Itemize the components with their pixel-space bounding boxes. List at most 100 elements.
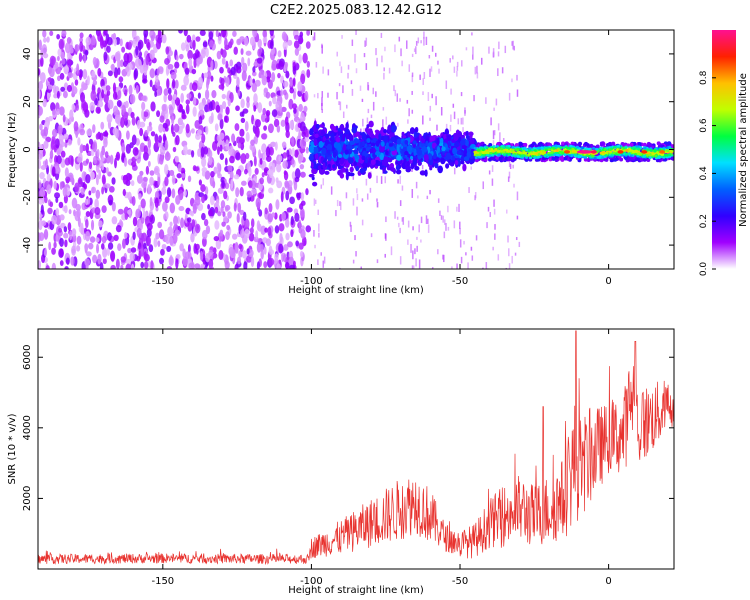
spectrogram-cell: [119, 38, 123, 47]
spectrogram-cell: [68, 155, 74, 165]
spectrogram-cell: [365, 178, 368, 186]
spectrogram-cell: [294, 168, 301, 179]
spectrogram-cell: [417, 195, 419, 199]
spectrogram-cell: [336, 91, 338, 100]
spectrogram-cell: [45, 265, 50, 269]
spectrogram-cell: [422, 91, 424, 95]
spectrogram-cell: [470, 246, 473, 251]
spectrogram-cell: [192, 39, 196, 51]
spectrogram-cell: [225, 106, 230, 115]
spectrogram-cell: [240, 48, 244, 56]
spectrogram-cell: [71, 228, 77, 237]
spectrogram-cell: [460, 92, 463, 97]
spectrogram-cell: [263, 261, 268, 269]
spectrogram-cell: [125, 258, 132, 265]
spectrogram-cell: [192, 82, 198, 92]
spectrogram-cell: [154, 90, 158, 98]
spectrogram-cell: [324, 170, 330, 175]
spectrogram-cell: [205, 79, 209, 90]
spectrogram-cell: [201, 195, 206, 204]
spectrogram-cell: [321, 147, 327, 156]
spectrogram-cell: [454, 160, 459, 166]
spectrogram-cell: [65, 257, 70, 265]
spectrogram-cell: [60, 51, 65, 60]
spectrogram-cell: [475, 235, 478, 241]
spectrogram-cell: [219, 144, 223, 152]
spectrogram-cell: [419, 74, 421, 80]
spectrogram-cell: [344, 149, 349, 155]
spectrogram-cell: [548, 157, 553, 162]
spectrogram-cell: [493, 199, 495, 207]
spectrogram-cell: [173, 93, 177, 101]
spectrogram-cell: [378, 133, 382, 140]
spectrogram-cell: [493, 130, 496, 136]
spectrogram-cell: [352, 259, 355, 264]
spectrogram-cell: [346, 144, 353, 149]
spectrogram-cell: [239, 136, 243, 144]
spectrogram-cell: [289, 196, 295, 205]
spectrogram-cell: [244, 228, 250, 239]
spectrogram-cell: [49, 30, 54, 37]
spectrogram-cell: [292, 77, 296, 87]
spectrogram-cell: [322, 66, 324, 74]
spectrogram-cell: [175, 258, 179, 269]
spectrogram-cell: [187, 175, 192, 183]
spectrogram-cell: [203, 219, 209, 227]
spectrogram-cell: [482, 267, 484, 269]
spectrogram-cell: [298, 37, 304, 44]
spectrogram-cell: [578, 141, 583, 146]
spectrogram-cell: [64, 239, 68, 248]
spectrogram-cell: [255, 230, 259, 240]
spectrogram-cell: [185, 104, 190, 115]
spectrogram-cell: [319, 124, 325, 128]
spectrogram-cell: [340, 167, 347, 173]
spectrogram-cell: [207, 204, 211, 210]
spectrogram-cell: [488, 46, 490, 54]
spectrogram-cell: [471, 255, 474, 261]
spectrogram-cell: [101, 156, 105, 162]
spectrogram-cell: [172, 146, 177, 153]
spectrogram-cell: [159, 146, 166, 156]
spectrogram-cell: [364, 40, 366, 47]
spectrogram-cell: [322, 260, 325, 268]
spectrogram-cell: [516, 215, 519, 220]
spectrogram-cell: [210, 112, 214, 123]
spectrogram-cell: [287, 154, 292, 162]
spectrogram-cell: [320, 184, 323, 189]
spectrogram-cell: [92, 155, 98, 165]
spectrogram-cell: [86, 75, 90, 86]
spectrogram-cell: [39, 187, 46, 198]
spectrogram-cell: [259, 177, 264, 185]
spectrogram-cell: [244, 168, 248, 175]
spectrogram-cell: [251, 144, 256, 153]
spectrogram-cell: [85, 251, 92, 257]
spectrogram-cell: [128, 84, 133, 96]
spectrogram-cell: [423, 154, 429, 161]
spectrogram-cell: [667, 141, 672, 146]
spectrogram-cell: [393, 85, 395, 92]
spectrogram-cell: [421, 146, 428, 153]
spectrogram-cell: [103, 94, 108, 102]
spectrogram-cell: [354, 153, 359, 160]
spectrogram-cell: [107, 99, 114, 110]
spectrogram-cell: [415, 46, 417, 55]
spectrogram-cell: [133, 68, 139, 80]
spectrogram-cell: [399, 200, 402, 207]
spectrogram-cell: [186, 149, 193, 156]
spectrogram-cell: [240, 153, 247, 165]
spectrogram-cell: [298, 54, 302, 64]
spectrogram-cell: [69, 230, 73, 241]
spectrogram-cell: [305, 225, 312, 233]
spectrogram-cell: [291, 147, 295, 157]
spectrogram-cell: [491, 156, 496, 161]
spectrogram-cell: [262, 30, 267, 38]
spectrogram-cell: [368, 120, 374, 128]
spectrogram-cell: [418, 259, 421, 269]
spectrogram-cell: [46, 91, 50, 101]
spectrogram-cell: [321, 108, 323, 113]
spectrogram-cell: [456, 150, 462, 155]
spectrogram-cell: [76, 208, 81, 218]
spectrogram-cell: [512, 164, 514, 169]
spectrogram-cell: [46, 184, 52, 195]
spectrogram-cell: [323, 256, 326, 264]
